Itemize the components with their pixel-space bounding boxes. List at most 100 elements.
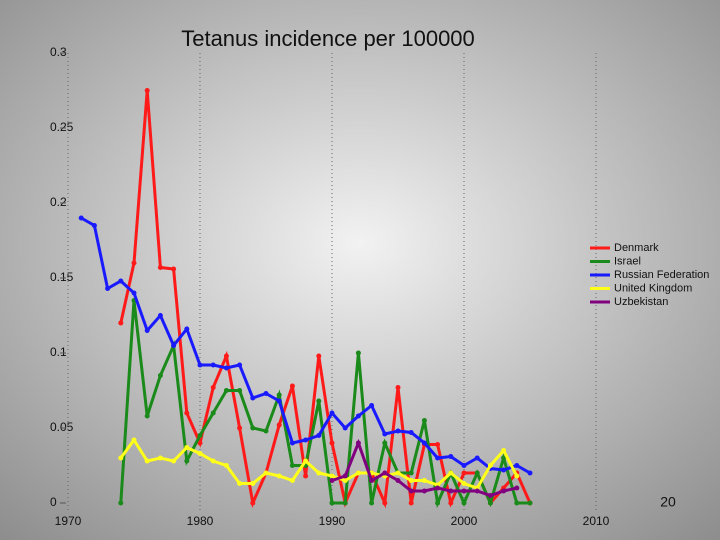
point (223, 388, 229, 393)
point (421, 440, 427, 446)
point (474, 488, 480, 494)
point (395, 428, 401, 434)
point (118, 278, 124, 284)
legend-label: United Kingdom (614, 282, 692, 294)
point (250, 395, 256, 401)
legend-label: Israel (614, 255, 641, 267)
point (303, 437, 309, 443)
point (421, 488, 427, 494)
point (501, 455, 507, 461)
point (355, 413, 361, 419)
point (461, 500, 467, 506)
point (263, 428, 269, 434)
point (78, 215, 84, 221)
point (355, 470, 361, 476)
point (461, 481, 467, 486)
point (448, 470, 454, 476)
point (171, 266, 177, 272)
point (197, 362, 203, 368)
point (171, 343, 177, 348)
point (184, 326, 190, 332)
y-tick-label: 0.05 (50, 420, 74, 434)
point (210, 410, 216, 416)
point (197, 451, 203, 456)
point (157, 455, 163, 461)
point (157, 313, 163, 318)
point (382, 470, 388, 476)
point (144, 413, 150, 419)
point (501, 467, 507, 473)
series-line (119, 300, 530, 509)
point (461, 470, 467, 476)
point (289, 383, 295, 389)
point (131, 437, 137, 443)
point (448, 454, 454, 459)
point (210, 385, 216, 390)
point (250, 481, 256, 486)
point (514, 500, 520, 506)
legend-label: Russian Federation (614, 269, 709, 281)
point (223, 463, 229, 468)
point (316, 470, 322, 476)
point (223, 353, 229, 359)
point (250, 500, 256, 506)
point (210, 362, 216, 368)
slide-number: 20 (660, 494, 676, 510)
point (316, 433, 322, 438)
x-tick-label: 1970 (55, 514, 82, 528)
point (197, 440, 203, 446)
point (408, 470, 414, 476)
point (237, 481, 243, 486)
point (487, 463, 493, 468)
point (237, 362, 243, 368)
point (395, 478, 401, 483)
point (131, 260, 137, 266)
point (329, 410, 335, 416)
point (435, 485, 441, 491)
point (289, 440, 295, 446)
point (355, 350, 361, 356)
point (157, 265, 163, 270)
y-tick-label: 0.25 (50, 120, 74, 134)
point (316, 353, 322, 359)
point (184, 445, 190, 450)
point (461, 488, 467, 494)
point (184, 458, 190, 464)
y-tick-label: 0.3 (50, 45, 67, 59)
point (501, 488, 507, 494)
point (342, 473, 348, 479)
point (276, 473, 282, 479)
point (105, 286, 111, 291)
point (329, 478, 335, 483)
point (303, 458, 309, 464)
point (276, 392, 282, 398)
y-tick-label: 0 (50, 495, 57, 509)
point (408, 430, 414, 435)
point (527, 500, 533, 506)
point (276, 398, 282, 404)
point (527, 470, 533, 476)
point (395, 470, 401, 476)
point (263, 391, 269, 396)
x-tick-label: 1980 (187, 514, 214, 528)
y-tick-label: 0.2 (50, 195, 67, 209)
x-tick-label: 1990 (319, 514, 346, 528)
point (369, 500, 375, 506)
point (421, 418, 427, 423)
chart-title: Tetanus incidence per 100000 (181, 26, 475, 51)
point (408, 500, 414, 506)
point (514, 473, 520, 479)
point (250, 425, 256, 431)
point (329, 500, 335, 506)
legend-label: Denmark (614, 242, 659, 254)
point (435, 442, 441, 447)
point (210, 458, 216, 464)
point (501, 448, 507, 453)
point (144, 88, 150, 93)
point (316, 398, 322, 404)
point (118, 320, 124, 326)
point (487, 500, 493, 506)
